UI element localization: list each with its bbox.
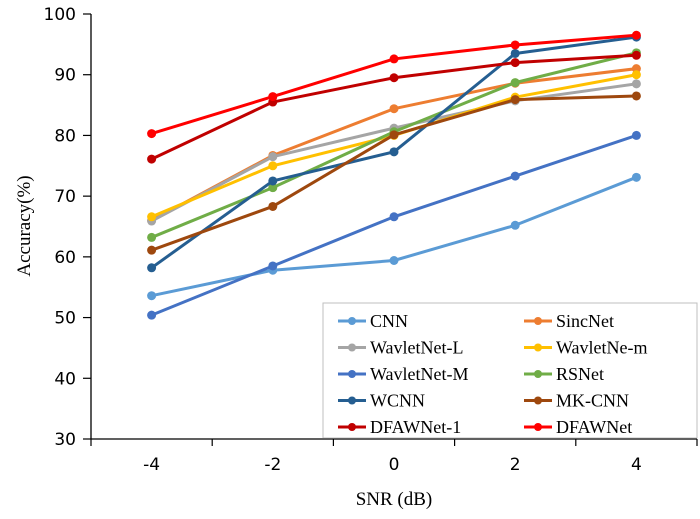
series-line — [151, 94, 637, 252]
legend-label: WavletNet-M — [370, 364, 469, 384]
series-wcnn — [147, 32, 641, 273]
data-point — [389, 256, 399, 265]
y-tick-label: 100 — [44, 5, 76, 25]
data-point — [147, 263, 157, 273]
data-point — [389, 73, 399, 83]
y-tick-label: 70 — [54, 187, 76, 207]
data-point — [510, 220, 520, 230]
data-point — [147, 212, 157, 222]
legend-label: DFAWNet-1 — [370, 417, 461, 437]
series-line — [151, 33, 637, 136]
legend-item: DFAWNet-1 — [338, 417, 461, 437]
legend: CNN SincNet WavletNet-L WavletNe-m WavletNet… — [322, 302, 698, 439]
x-axis-title: SNR (dB) — [356, 489, 433, 510]
legend-swatch-marker — [534, 423, 542, 431]
legend-swatch-marker — [348, 423, 356, 431]
data-point — [268, 176, 278, 186]
legend-label: WavletNet-L — [370, 338, 464, 358]
data-point — [147, 310, 157, 320]
legend-swatch-marker — [348, 317, 356, 325]
data-point — [510, 58, 520, 68]
legend-label: MK-CNN — [556, 391, 629, 411]
data-point — [631, 79, 641, 89]
y-tick-label: 50 — [54, 309, 76, 329]
data-point — [147, 245, 157, 255]
data-point — [147, 232, 157, 242]
data-point — [268, 161, 278, 171]
data-point — [510, 78, 520, 88]
data-point — [147, 291, 157, 301]
x-tick-label: -4 — [143, 455, 160, 475]
data-point — [268, 92, 278, 102]
series-cnn — [147, 172, 641, 301]
series-line — [151, 175, 637, 298]
series-dfawnet — [147, 30, 641, 139]
data-point — [631, 172, 641, 182]
data-point — [268, 261, 278, 271]
legend-item: CNN — [338, 311, 408, 331]
legend-box — [322, 302, 698, 439]
x-tick-label: 4 — [631, 455, 642, 475]
y-tick-label: 90 — [54, 66, 76, 86]
y-tick-label: 40 — [54, 369, 76, 389]
series-wavletnet-m — [147, 130, 641, 320]
legend-item: WavletNet-L — [338, 338, 464, 358]
legend-item: MK-CNN — [524, 391, 629, 411]
y-tick-label: 80 — [54, 126, 76, 146]
legend-label: WCNN — [370, 391, 425, 411]
data-point — [389, 130, 399, 140]
data-point — [631, 91, 641, 101]
data-point — [389, 104, 399, 114]
x-tick-label: 2 — [510, 455, 521, 475]
data-point — [389, 54, 399, 64]
legend-swatch-marker — [348, 396, 356, 405]
series-layer — [147, 30, 641, 320]
legend-swatch-marker — [534, 370, 542, 378]
data-point — [510, 95, 520, 105]
legend-item: DFAWNet — [524, 417, 632, 437]
legend-item: WCNN — [338, 391, 425, 411]
y-tick-label: 30 — [54, 430, 76, 450]
legend-label: CNN — [370, 311, 408, 331]
data-point — [147, 129, 157, 139]
data-point — [389, 147, 399, 157]
legend-swatch-marker — [348, 370, 356, 378]
legend-item: RSNet — [524, 364, 604, 384]
y-tick-label: 60 — [54, 248, 76, 268]
legend-swatch-marker — [534, 396, 542, 405]
data-point — [268, 183, 278, 193]
data-point — [631, 50, 641, 60]
axes: 30 40 50 60 70 80 90 100 -4 -2 0 2 4 — [44, 5, 698, 475]
legend-label: DFAWNet — [556, 417, 632, 437]
data-point — [268, 201, 278, 211]
series-mk-cnn — [147, 91, 641, 255]
legend-item: WavletNe-m — [524, 338, 648, 358]
data-point — [510, 48, 520, 58]
legend-swatch-marker — [348, 343, 356, 352]
data-point — [631, 30, 641, 40]
data-point — [268, 152, 278, 162]
data-point — [631, 70, 641, 80]
data-point — [510, 40, 520, 50]
legend-item: WavletNet-M — [338, 364, 469, 384]
x-tick-label: -2 — [264, 455, 281, 475]
legend-swatch-marker — [534, 343, 542, 352]
series-line — [151, 73, 637, 219]
legend-label: SincNet — [556, 311, 614, 331]
legend-item: SincNet — [524, 311, 614, 331]
legend-swatch-marker — [534, 317, 542, 325]
data-point — [631, 130, 641, 140]
data-point — [510, 171, 520, 181]
y-axis-title: Accuracy(%) — [14, 175, 35, 276]
legend-label: RSNet — [556, 364, 604, 384]
series-line — [150, 67, 637, 222]
data-point — [147, 154, 157, 164]
legend-label: WavletNe-m — [556, 338, 648, 358]
data-point — [389, 212, 399, 222]
x-tick-label: 0 — [389, 455, 400, 475]
